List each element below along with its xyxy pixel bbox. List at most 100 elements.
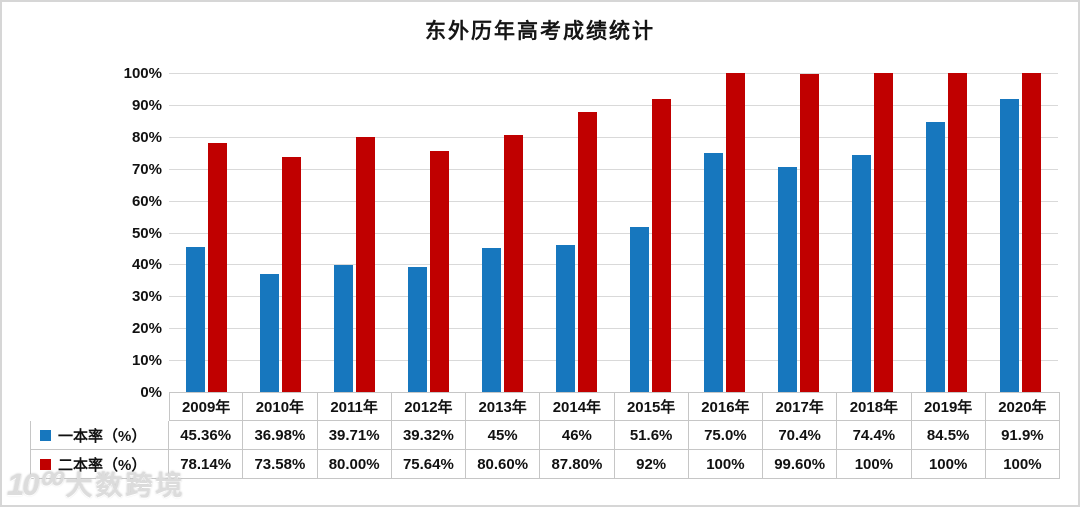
- bar-series1-2019年: [926, 122, 946, 392]
- bar-group-2011年: [317, 73, 391, 392]
- table-value-series2-2019年: 100%: [911, 450, 986, 479]
- y-axis-tick: 20%: [131, 320, 162, 337]
- gridline: [169, 360, 1058, 361]
- bar-series2-2009年: [207, 142, 227, 392]
- table-year-header: 2020年: [985, 392, 1060, 421]
- table-year-header: 2019年: [911, 392, 986, 421]
- gridline: [169, 296, 1058, 297]
- plot-area: [169, 73, 1058, 393]
- y-axis-tick: 0%: [140, 384, 162, 401]
- bar-series1-2014年: [555, 245, 575, 392]
- bar-series2-2017年: [800, 74, 820, 392]
- legend-cell-series1: 一本率（%）: [30, 421, 169, 450]
- gridline: [169, 201, 1058, 202]
- y-axis-tick: 90%: [131, 97, 162, 114]
- bar-series1-2020年: [1000, 98, 1020, 392]
- legend-swatch-icon: [40, 458, 51, 470]
- gridline: [169, 105, 1058, 106]
- bar-group-2016年: [688, 73, 762, 392]
- table-value-series1-2013年: 45%: [466, 421, 541, 450]
- y-axis-tick: 100%: [123, 65, 162, 82]
- bar-series1-2015年: [630, 227, 649, 392]
- data-table: 2009年 2010年 2011年 2012年 2013年 2014年 2015年 2016年…: [30, 392, 1060, 479]
- table-value-series2-2015年: 92%: [614, 450, 689, 479]
- bar-series2-2016年: [726, 73, 746, 392]
- table-value-series1-2018年: 74.4%: [837, 421, 912, 450]
- bar-series2-2018年: [874, 73, 894, 392]
- chart-title: 东外历年高考成绩统计: [425, 19, 655, 43]
- table-year-header: 2011年: [317, 392, 392, 421]
- bar-group-2010年: [243, 73, 317, 392]
- bar-series2-2019年: [948, 73, 968, 392]
- table-value-series2-2011年: 80.00%: [317, 450, 392, 479]
- table-value-series1-2020年: 91.9%: [985, 421, 1060, 450]
- bar-series2-2014年: [577, 111, 597, 392]
- bar-series1-2010年: [259, 274, 279, 392]
- bar-group-2009年: [169, 73, 243, 392]
- y-axis-tick: 50%: [131, 225, 162, 242]
- watermark-brand-text: 大数跨境: [65, 471, 186, 501]
- table-value-series2-2010年: 73.58%: [243, 450, 318, 479]
- y-axis-tick: 30%: [131, 288, 162, 305]
- table-value-series2-2012年: 75.64%: [391, 450, 466, 479]
- table-value-series1-2014年: 46%: [540, 421, 615, 450]
- bar-series1-2013年: [481, 248, 501, 392]
- legend-label: 二本率（%）: [58, 456, 147, 474]
- table-year-header: 2012年: [391, 392, 466, 421]
- bar-series2-2011年: [355, 136, 375, 392]
- legend-label: 一本率（%）: [58, 427, 147, 445]
- table-value-series1-2009年: 45.36%: [169, 421, 244, 450]
- table-value-series2-2014年: 87.80%: [540, 450, 615, 479]
- table-value-series1-2017年: 70.4%: [763, 421, 838, 450]
- table-value-series1-2016年: 75.0%: [688, 421, 763, 450]
- gridline: [169, 137, 1058, 138]
- table-value-series2-2009年: 78.14%: [169, 450, 244, 479]
- bar-series1-2012年: [407, 266, 427, 392]
- y-axis-tick: 40%: [131, 256, 162, 273]
- table-value-series1-2012年: 39.32%: [391, 421, 466, 450]
- bar-series2-2010年: [281, 157, 301, 392]
- table-year-header: 2018年: [837, 392, 912, 421]
- bar-series1-2011年: [333, 265, 353, 392]
- y-axis-tick: 70%: [131, 161, 162, 178]
- legend-swatch-icon: [40, 429, 51, 441]
- y-axis-tick: 80%: [131, 129, 162, 146]
- table-year-header: 2010年: [243, 392, 318, 421]
- bar-group-2017年: [762, 73, 836, 392]
- table-value-series2-2018年: 100%: [837, 450, 912, 479]
- gridline: [169, 264, 1058, 265]
- table-year-header: 2016年: [688, 392, 763, 421]
- table-value-series1-2019年: 84.5%: [911, 421, 986, 450]
- table-value-series1-2010年: 36.98%: [243, 421, 318, 450]
- bar-group-2012年: [391, 73, 465, 392]
- table-year-header: 2009年: [169, 392, 244, 421]
- bar-group-2014年: [539, 73, 613, 392]
- bar-series2-2015年: [652, 98, 671, 392]
- table-corner-cell: [30, 392, 169, 421]
- bar-series1-2009年: [185, 247, 205, 392]
- gridline: [169, 169, 1058, 170]
- table-year-header: 2013年: [466, 392, 541, 421]
- y-axis-tick: 60%: [131, 193, 162, 210]
- table-value-series1-2011年: 39.71%: [317, 421, 392, 450]
- table-value-series2-2017年: 99.60%: [763, 450, 838, 479]
- table-value-series2-2013年: 80.60%: [466, 450, 541, 479]
- table-year-header: 2017年: [763, 392, 838, 421]
- watermark-logo-icon: 10⁰⁰: [7, 467, 60, 502]
- bar-series1-2017年: [778, 167, 798, 392]
- y-axis: 100% 90% 80% 70% 60% 50% 40% 30% 20% 10% 0%: [2, 65, 162, 401]
- legend-cell-series2: 二本率（%）: [30, 450, 169, 479]
- table-value-series2-2016年: 100%: [688, 450, 763, 479]
- table-value-series1-2015年: 51.6%: [614, 421, 689, 450]
- table-year-header: 2015年: [614, 392, 689, 421]
- table-value-series2-2020年: 100%: [985, 450, 1060, 479]
- bars-layer: [169, 73, 1058, 392]
- bar-series2-2013年: [503, 134, 523, 392]
- table-year-header: 2014年: [540, 392, 615, 421]
- watermark: 10⁰⁰ 大数跨境: [7, 464, 185, 503]
- bar-series2-2012年: [429, 150, 449, 392]
- bar-group-2015年: [613, 73, 687, 392]
- bar-series2-2020年: [1022, 73, 1042, 392]
- gridline: [169, 328, 1058, 329]
